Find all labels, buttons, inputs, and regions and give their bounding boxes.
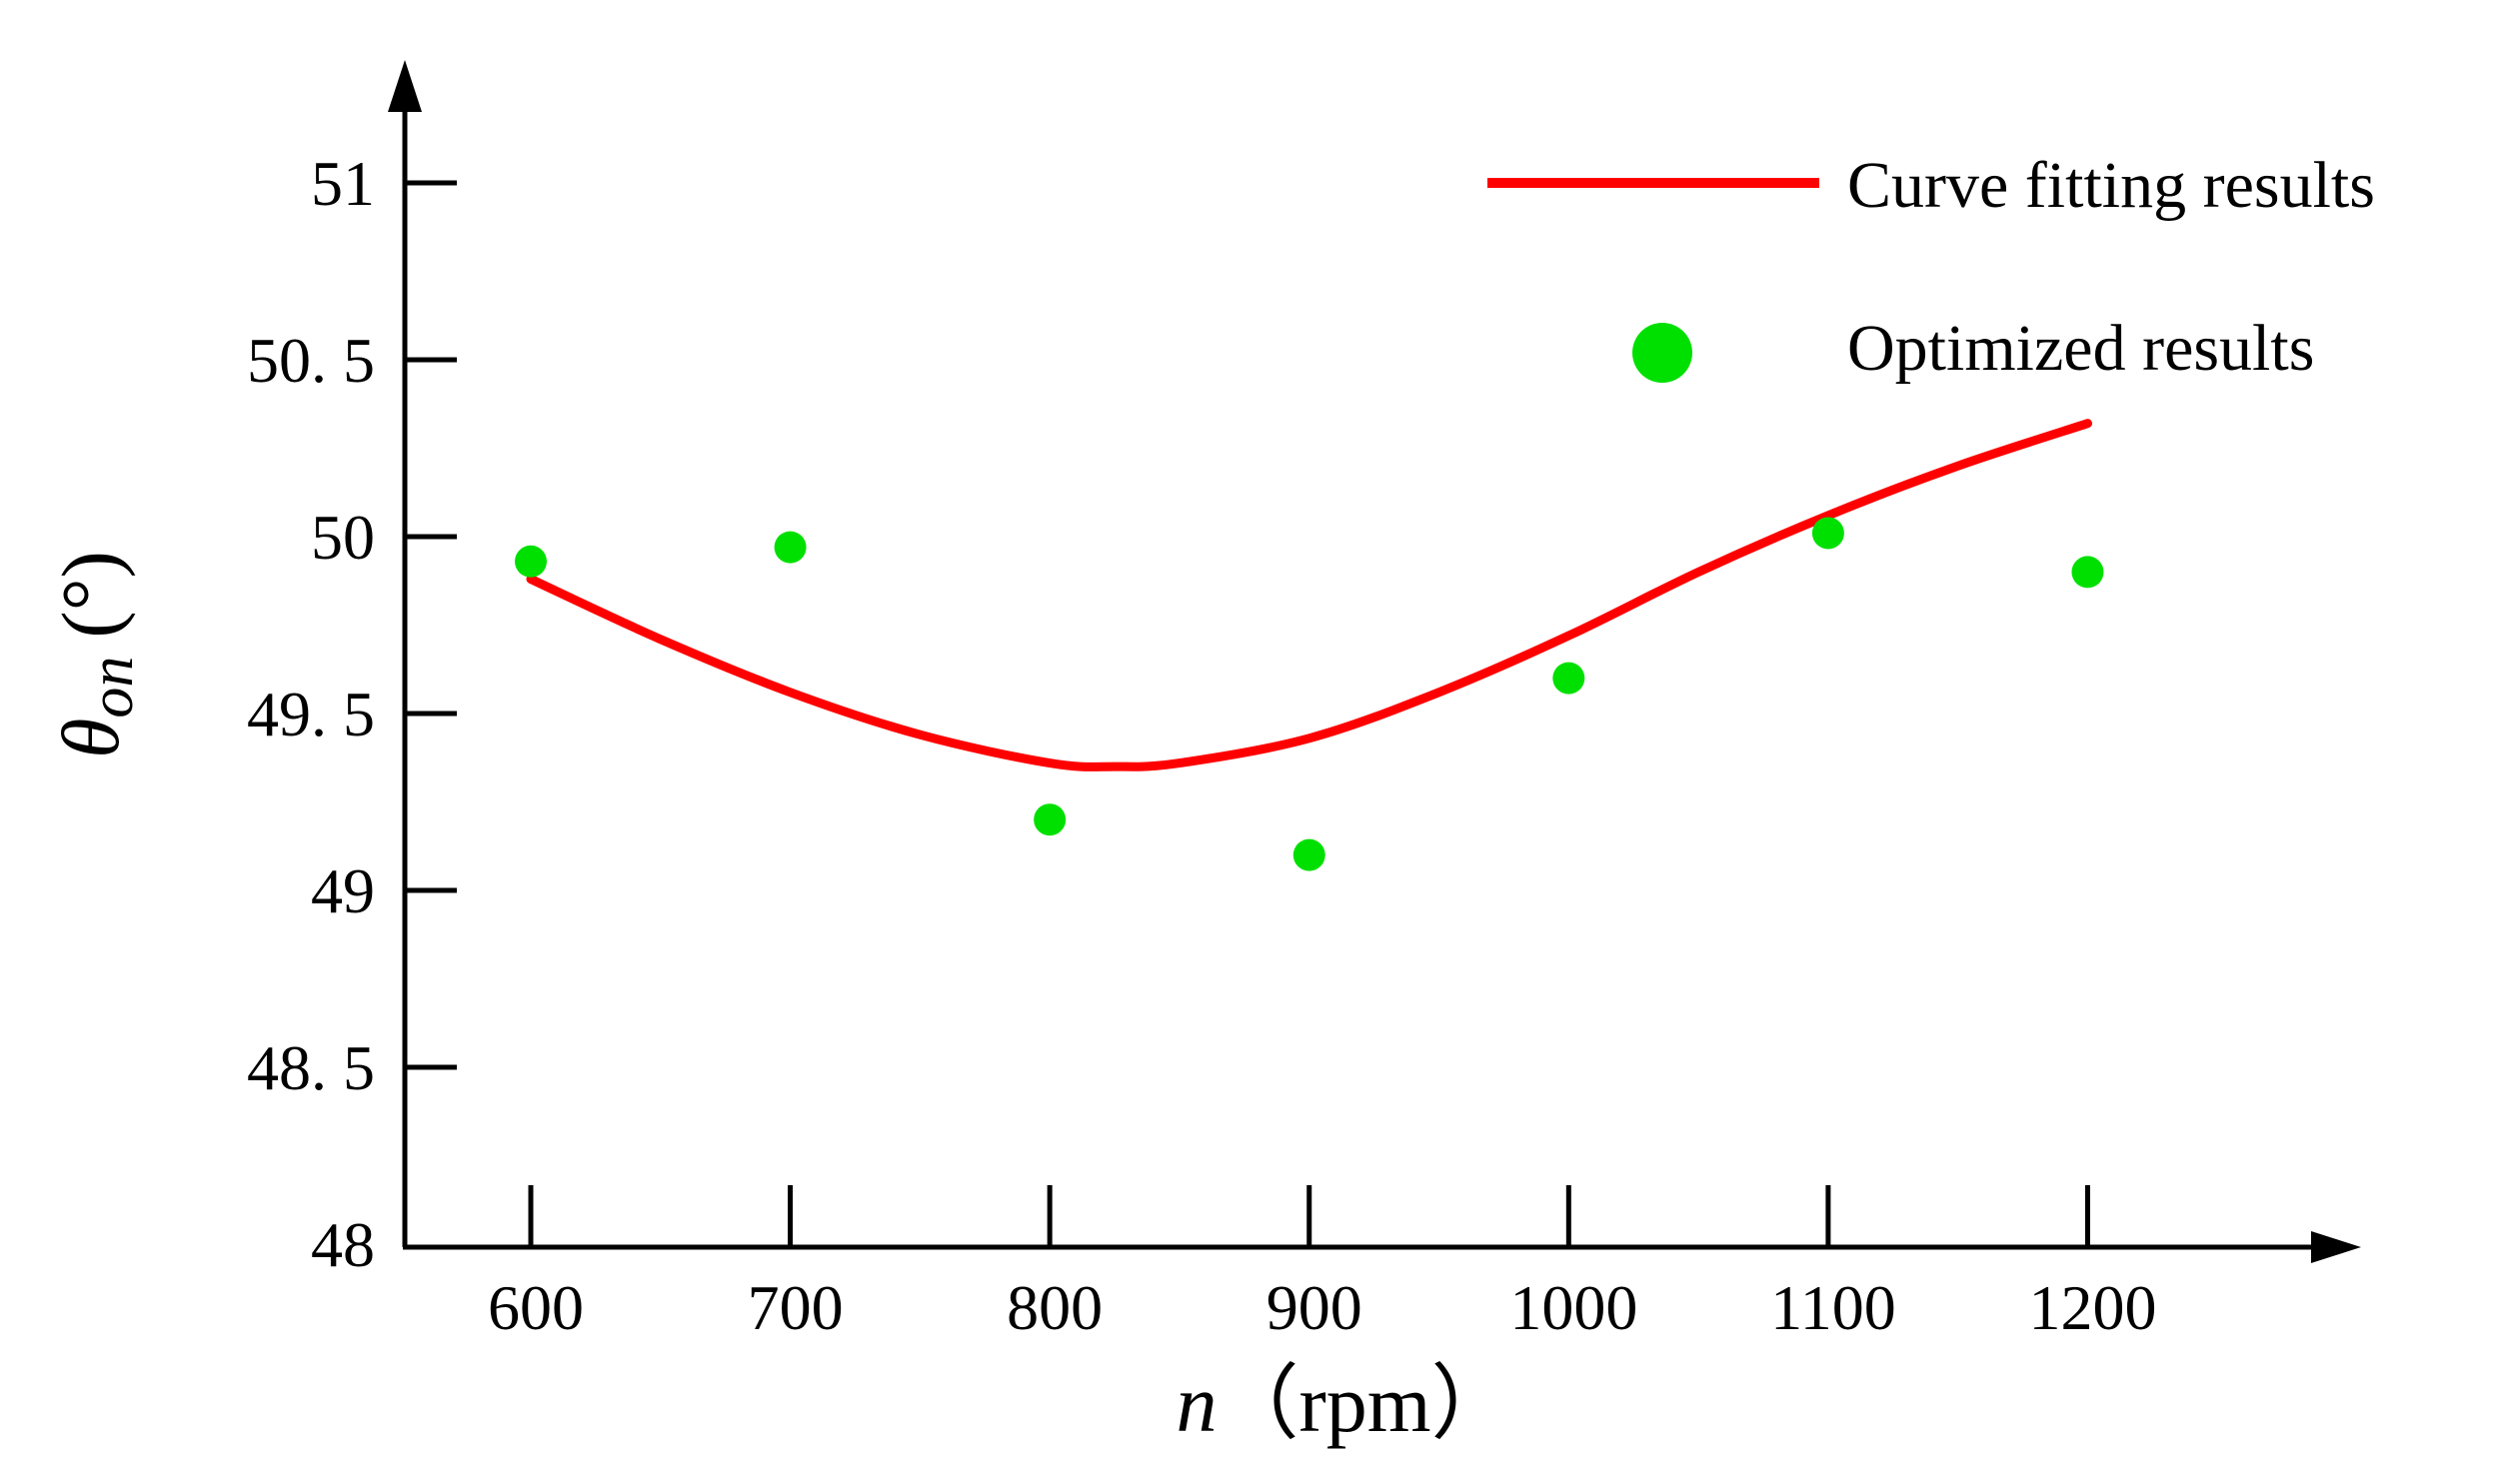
- legend-swatch-point: [1632, 323, 1692, 383]
- x-ticks: 600 700 800 900 1000 1100 1200: [488, 1185, 2156, 1343]
- y-tick-label: 50. 5: [247, 325, 375, 396]
- x-tick-label: 1000: [1509, 1272, 1637, 1343]
- optimized-point: [1034, 803, 1067, 836]
- x-tick-label: 1200: [2028, 1272, 2156, 1343]
- y-tick-label: 48. 5: [247, 1032, 375, 1103]
- y-ticks: 48 48. 5 49 49. 5 50 50. 5 51: [247, 148, 457, 1280]
- x-tick-label: 600: [488, 1272, 584, 1343]
- optimized-point: [1552, 662, 1585, 695]
- y-axis-title-unit: (°): [45, 551, 136, 638]
- x-axis-arrow: [2311, 1231, 2361, 1263]
- legend: Curve fitting results Optimized results: [1487, 149, 2375, 385]
- y-tick-label: 50: [311, 502, 375, 573]
- y-axis-title: θon (°): [45, 551, 146, 758]
- y-tick-label: 51: [311, 148, 375, 219]
- series-layer: [515, 419, 2104, 871]
- legend-label-curve: Curve fitting results: [1847, 149, 2375, 222]
- y-axis-title-symbol: θ: [45, 719, 136, 758]
- optimized-point: [2071, 556, 2104, 589]
- optimized-point: [774, 531, 807, 564]
- optimized-point: [515, 545, 547, 578]
- x-axis-title: n（rpm）: [1176, 1358, 1512, 1449]
- optimized-point: [1811, 517, 1844, 550]
- x-axis-title-symbol: n: [1176, 1358, 1217, 1449]
- x-tick-label: 700: [748, 1272, 844, 1343]
- y-axis-arrow: [388, 60, 422, 112]
- x-tick-label: 800: [1007, 1272, 1103, 1343]
- x-tick-label: 900: [1266, 1272, 1362, 1343]
- fit-curve-line: [526, 419, 2092, 771]
- y-axis-title-subscript: on: [78, 657, 146, 719]
- axes-layer: [388, 60, 2361, 1263]
- y-tick-label: 48: [311, 1209, 375, 1280]
- optimized-point: [1292, 838, 1325, 871]
- legend-label-points: Optimized results: [1847, 312, 2314, 385]
- x-axis-title-unit: （rpm）: [1217, 1358, 1512, 1449]
- y-tick-label: 49. 5: [247, 679, 375, 749]
- x-tick-label: 1100: [1770, 1272, 1896, 1343]
- y-tick-label: 49: [311, 855, 375, 926]
